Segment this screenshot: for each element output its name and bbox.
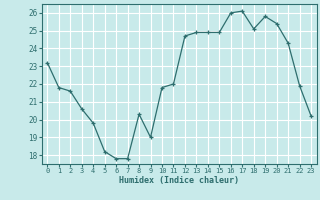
X-axis label: Humidex (Indice chaleur): Humidex (Indice chaleur) <box>119 176 239 185</box>
